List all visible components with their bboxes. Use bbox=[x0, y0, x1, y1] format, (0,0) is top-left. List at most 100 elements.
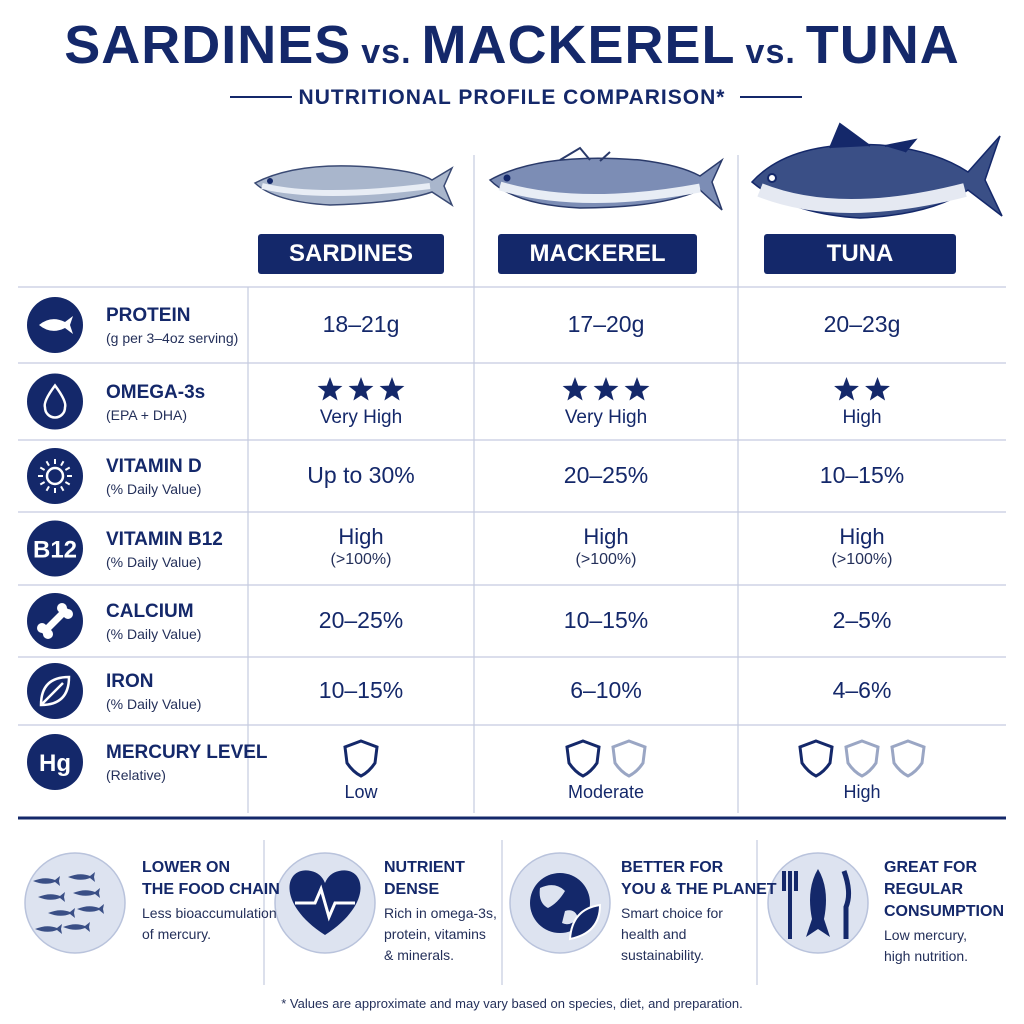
icon-drop bbox=[43, 383, 67, 419]
row-label: VITAMIN B12 bbox=[106, 528, 223, 550]
feature-land bbox=[539, 885, 578, 925]
feature-fish bbox=[35, 924, 62, 934]
icon-ray bbox=[64, 481, 71, 486]
row-label: VITAMIN D bbox=[106, 456, 202, 477]
fish-sardine bbox=[253, 165, 454, 207]
feature-fish bbox=[68, 872, 95, 882]
row-icon-circle bbox=[27, 734, 83, 790]
row-icon-text: Hg bbox=[39, 750, 71, 777]
row-label: MERCURY LEVEL bbox=[106, 742, 268, 763]
subtitle: NUTRITIONAL PROFILE COMPARISON* bbox=[298, 86, 726, 109]
feature-title: DENSE bbox=[384, 881, 440, 898]
row-label: OMEGA-3s bbox=[106, 381, 206, 403]
feature-icon-circle bbox=[24, 852, 126, 954]
feature-fish bbox=[63, 922, 90, 932]
star bbox=[834, 377, 859, 401]
star bbox=[317, 377, 343, 401]
title: SARDINES vs. MACKEREL vs. TUNA bbox=[0, 14, 1024, 76]
icon-bone-end bbox=[57, 603, 67, 613]
feature-title: REGULAR bbox=[884, 881, 964, 898]
row-sublabel: (EPA + DHA) bbox=[106, 406, 188, 423]
cell-rating-text: Very High bbox=[319, 407, 403, 428]
cell-text: Up to 30% bbox=[307, 462, 415, 488]
feature-pulse bbox=[295, 884, 355, 922]
feature-title: NUTRIENT bbox=[384, 859, 465, 876]
icon-bone bbox=[41, 607, 69, 635]
feature-text: & minerals. bbox=[384, 947, 455, 963]
cell-text: 10–15% bbox=[563, 607, 649, 633]
row-sublabel: (% Daily Value) bbox=[106, 626, 202, 642]
feature-text: Less bioaccumulation bbox=[142, 905, 277, 921]
cell-text: 20–25% bbox=[318, 607, 404, 633]
icon-ray bbox=[45, 460, 50, 467]
cell-text: 20–23g bbox=[823, 311, 901, 337]
row-sublabel: (% Daily Value) bbox=[106, 696, 202, 712]
feature-text: protein, vitamins bbox=[384, 926, 486, 942]
feature-text: high nutrition. bbox=[884, 948, 969, 964]
icon-ray bbox=[60, 460, 65, 467]
star bbox=[865, 377, 890, 401]
feature-dividers bbox=[263, 840, 758, 985]
cell-rating-text: High bbox=[842, 407, 882, 428]
cell-text: 20–25% bbox=[563, 462, 649, 488]
row-sublabel: (Relative) bbox=[106, 767, 166, 783]
feature-title: GREAT FOR bbox=[884, 859, 978, 876]
feature-fish bbox=[48, 908, 75, 918]
feature-fish bbox=[73, 888, 100, 898]
cell-mercury-text: Low bbox=[344, 782, 378, 802]
icon-leaf bbox=[39, 675, 71, 707]
feature-fish bbox=[77, 904, 104, 914]
row-icon bbox=[43, 383, 67, 419]
feature-icon bbox=[33, 872, 104, 934]
column-header: SARDINES bbox=[258, 234, 444, 274]
cell-text: 2–5% bbox=[832, 607, 892, 633]
cell-rating-text: Very High bbox=[564, 407, 648, 428]
cell-text: 10–15% bbox=[318, 677, 404, 703]
row-icon-circle bbox=[27, 448, 83, 504]
feature-title: BETTER FOR bbox=[621, 859, 724, 876]
icon-ray bbox=[39, 481, 46, 486]
cell-text: 17–20g bbox=[567, 311, 645, 337]
feature-text: Smart choice for bbox=[621, 905, 723, 921]
feature-text: health and bbox=[621, 926, 687, 942]
feature-knife bbox=[841, 870, 852, 939]
feature-text: of mercury. bbox=[142, 926, 211, 942]
row-icon bbox=[39, 316, 73, 334]
star bbox=[379, 377, 405, 401]
cell-subtext: (>100%) bbox=[575, 550, 637, 568]
cell-mercury-text: High bbox=[843, 782, 881, 802]
shield bbox=[343, 739, 379, 778]
fish-mackerel bbox=[488, 146, 724, 211]
row-sublabel: (% Daily Value) bbox=[106, 553, 202, 570]
feature-title: CONSUMPTION bbox=[884, 903, 1004, 920]
row-icon bbox=[39, 675, 71, 707]
title-vs: vs. bbox=[745, 33, 796, 71]
row-sublabel: (% Daily Value) bbox=[106, 481, 202, 497]
row-icon bbox=[37, 603, 73, 639]
feature-leaf bbox=[568, 903, 602, 941]
row-label: PROTEIN bbox=[106, 305, 191, 326]
feature-fish bbox=[38, 892, 65, 902]
row-icon-text: B12 bbox=[33, 537, 77, 564]
title-fish: MACKEREL bbox=[421, 15, 736, 75]
icon-fish bbox=[39, 316, 73, 334]
icon-bone-end bbox=[43, 629, 53, 639]
column-header: TUNA bbox=[764, 234, 956, 274]
row-icon bbox=[38, 459, 72, 493]
cell-subtext: (>100%) bbox=[330, 550, 392, 568]
icon-ray bbox=[60, 485, 65, 492]
shield bbox=[798, 739, 834, 778]
shield bbox=[565, 739, 601, 778]
icon-ray bbox=[64, 466, 71, 471]
star bbox=[624, 377, 650, 401]
star bbox=[562, 377, 588, 401]
title-fish: TUNA bbox=[805, 15, 960, 75]
star bbox=[348, 377, 374, 401]
title-fish: SARDINES bbox=[64, 15, 352, 75]
row-label: IRON bbox=[106, 671, 154, 692]
fish-tuna bbox=[750, 122, 1003, 219]
feature-title: THE FOOD CHAIN bbox=[142, 881, 280, 898]
cell-text: High bbox=[583, 523, 629, 549]
